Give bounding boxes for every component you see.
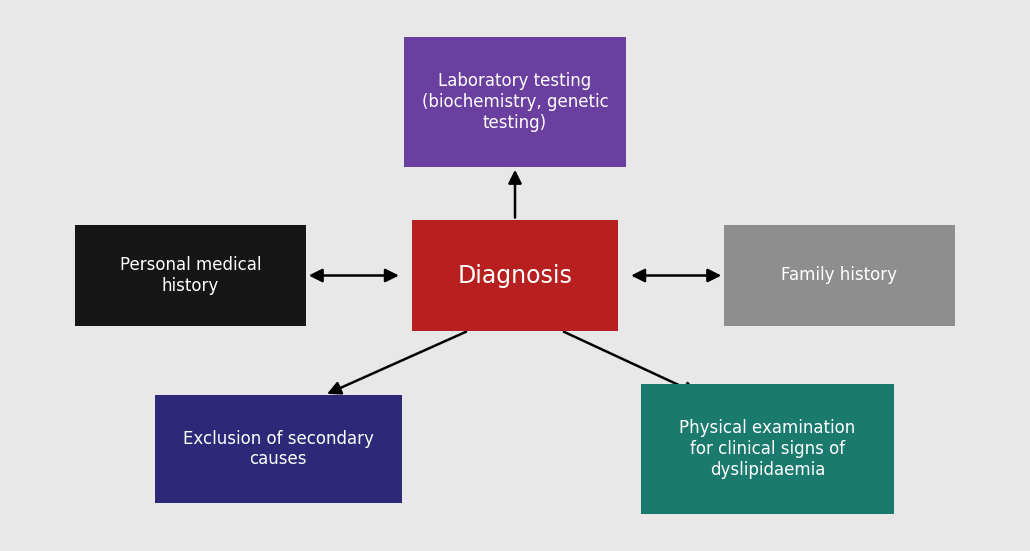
Text: Laboratory testing
(biochemistry, genetic
testing): Laboratory testing (biochemistry, geneti… [421,72,609,132]
FancyBboxPatch shape [641,385,894,514]
FancyBboxPatch shape [412,220,618,331]
Text: Exclusion of secondary
causes: Exclusion of secondary causes [182,430,374,468]
Text: Family history: Family history [782,267,897,284]
Text: Physical examination
for clinical signs of
dyslipidaemia: Physical examination for clinical signs … [679,419,856,479]
Text: Personal medical
history: Personal medical history [119,256,262,295]
FancyBboxPatch shape [404,37,626,166]
Text: Diagnosis: Diagnosis [457,263,573,288]
FancyBboxPatch shape [74,225,307,326]
FancyBboxPatch shape [154,396,402,503]
FancyBboxPatch shape [723,225,955,326]
